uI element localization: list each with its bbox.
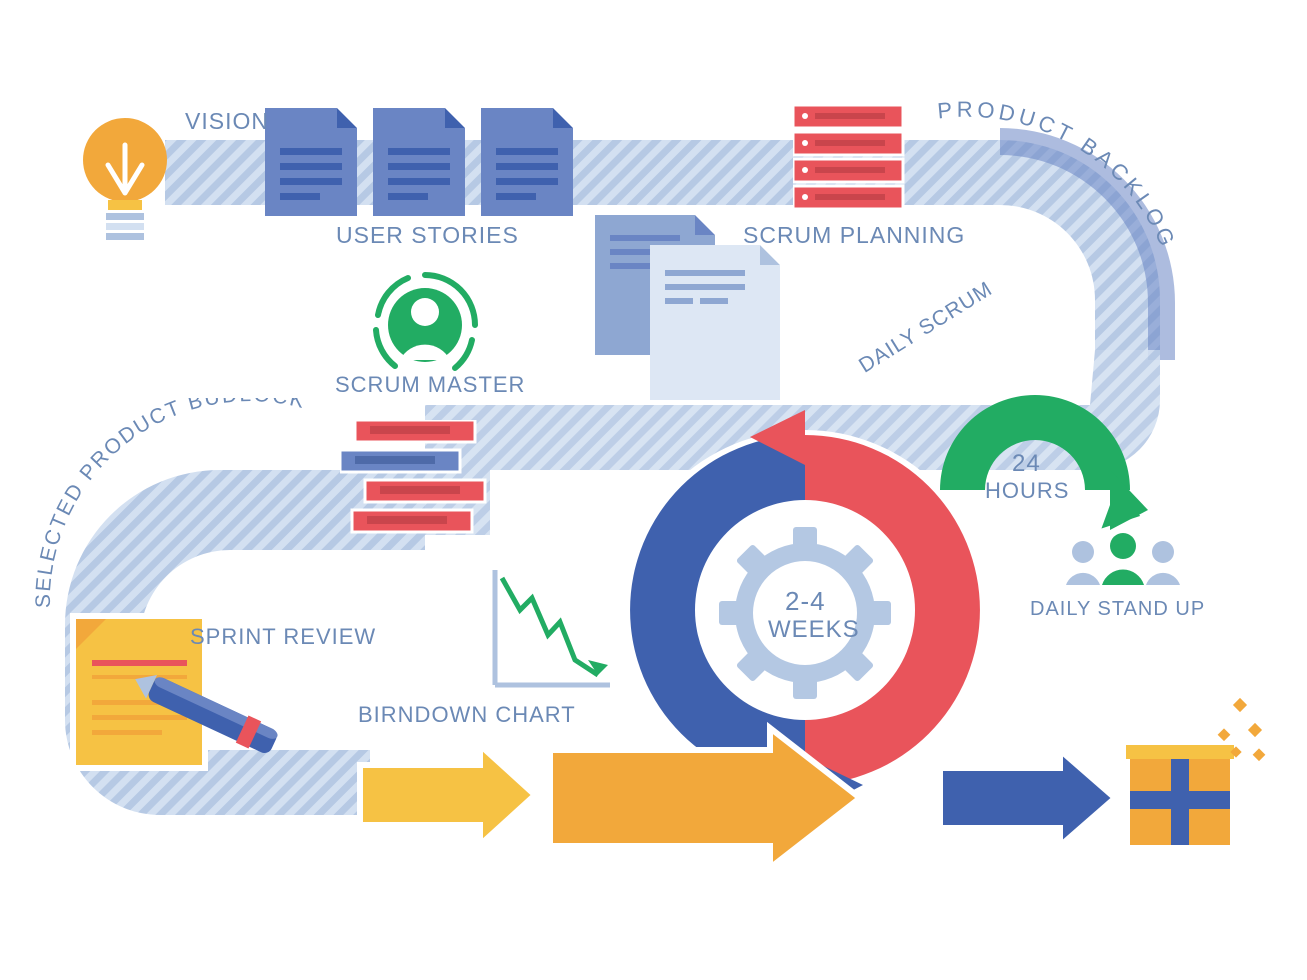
label-product-backlog: PRODUCT BACKLOG: [900, 80, 1300, 430]
label-weeks-b: WEEKS: [768, 616, 860, 644]
scrum-infographic: VISION USER STORIES SCRUM PLANNING SCRUM…: [0, 0, 1307, 980]
svg-text:SELECTED PRODUCT BUDLOCK: SELECTED PRODUCT BUDLOCK: [32, 398, 309, 608]
gift-box: [1100, 690, 1280, 870]
scrum-master-avatar: [360, 260, 490, 390]
label-selected-product-budlock: SELECTED PRODUCT BUDLOCK: [20, 398, 440, 818]
label-hours: HOURS: [985, 478, 1069, 504]
label-user-stories: USER STORIES: [336, 222, 519, 249]
label-24: 24: [1012, 450, 1041, 478]
svg-text:PRODUCT BACKLOG: PRODUCT BACKLOG: [936, 97, 1181, 253]
label-scrum-master: SCRUM MASTER: [335, 372, 525, 398]
label-daily-stand-up: DAILY STAND UP: [1030, 598, 1205, 621]
lightbulb-icon: [70, 105, 190, 265]
label-vision: VISION: [185, 108, 269, 135]
label-weeks-a: 2-4: [785, 586, 826, 617]
